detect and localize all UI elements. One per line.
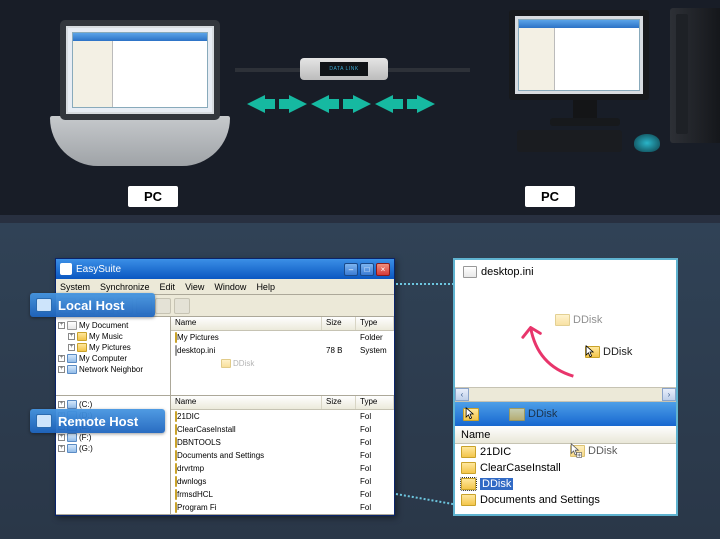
folder-icon [509, 408, 525, 421]
local-host-callout: Local Host [30, 293, 155, 317]
file-row[interactable]: Documents and SettingsFol [171, 449, 394, 462]
file-row[interactable]: frmsdHCLFol [171, 488, 394, 501]
folder-icon [175, 424, 177, 435]
drag-ghost: DDisk [570, 445, 617, 457]
folder-icon [461, 446, 476, 458]
menu-view[interactable]: View [185, 282, 204, 292]
col-type[interactable]: Type [356, 396, 394, 409]
col-name[interactable]: Name [171, 317, 322, 330]
local-host-panel: +My Document +My Music +My Pictures +My … [56, 317, 394, 396]
minimize-button[interactable]: – [344, 263, 358, 276]
connector-line [396, 283, 454, 285]
connector-label: DATA LINK [320, 62, 368, 76]
ini-file-icon [463, 266, 477, 278]
folder-icon [221, 359, 231, 368]
monitor-icon [36, 414, 52, 428]
file-row[interactable]: dwnlogsFol [171, 475, 394, 488]
tool-button[interactable] [174, 298, 190, 314]
desktop-pc [509, 10, 660, 154]
folder-icon [77, 343, 87, 352]
cursor-icon [465, 407, 475, 421]
menu-help[interactable]: Help [256, 282, 275, 292]
file-row[interactable]: 21DICFol [171, 410, 394, 423]
source-file-list[interactable]: Name 21DIC DDisk ClearCaseInstall DDisk … [455, 426, 676, 508]
drop-target-area[interactable]: DDisk DDisk ‹ › [455, 284, 676, 402]
section-divider [0, 215, 720, 223]
zoom-detail-panel: desktop.ini DDisk DDisk ‹ › DDisk [453, 258, 678, 516]
laptop [60, 20, 230, 166]
maximize-button[interactable]: □ [360, 263, 374, 276]
cursor-copy-icon [570, 443, 582, 459]
menu-system[interactable]: System [60, 282, 90, 292]
col-type[interactable]: Type [356, 317, 394, 330]
col-name[interactable]: Name [171, 396, 322, 409]
folder-icon [175, 463, 177, 474]
folder-icon [77, 332, 87, 341]
col-size[interactable]: Size [322, 317, 356, 330]
drag-ghost: DDisk [585, 346, 632, 358]
drag-arrow-icon [513, 312, 591, 382]
document-icon [67, 321, 77, 330]
drag-ghost: DDisk [221, 359, 254, 368]
connector-line [396, 493, 453, 505]
drive-icon [67, 433, 77, 442]
desktop-ini-row[interactable]: desktop.ini [455, 260, 676, 284]
local-tree[interactable]: +My Document +My Music +My Pictures +My … [56, 317, 171, 395]
pc-label-right: PC [525, 186, 575, 207]
pc-to-pc-diagram: DATA LINK PC PC [0, 0, 720, 215]
folder-icon [461, 494, 476, 506]
transfer-arrows [247, 95, 435, 113]
remote-file-list[interactable]: Name Size Type 21DICFol ClearCaseInstall… [171, 396, 394, 514]
screenshot-showcase: Local Host Remote Host EasySuite – □ × S… [0, 223, 720, 539]
window-titlebar[interactable]: EasySuite – □ × [56, 259, 394, 279]
folder-icon [175, 489, 177, 500]
data-link-connector: DATA LINK [300, 58, 388, 80]
col-size[interactable]: Size [322, 396, 356, 409]
monitor-icon [36, 298, 52, 312]
window-title: EasySuite [76, 264, 121, 275]
menu-edit[interactable]: Edit [160, 282, 176, 292]
remote-host-callout: Remote Host [30, 409, 165, 433]
file-row[interactable]: DBNTOOLSFol [171, 436, 394, 449]
remote-host-text: Remote Host [58, 414, 138, 429]
drive-icon [67, 444, 77, 453]
file-row[interactable]: 21DIC DDisk [455, 444, 676, 460]
col-name[interactable]: Name [455, 426, 676, 444]
file-row[interactable]: My PicturesFolder [171, 331, 394, 344]
file-row[interactable]: desktop.ini78 BSystem [171, 344, 394, 357]
app-icon [60, 263, 72, 275]
pc-label-left: PC [128, 186, 178, 207]
folder-icon [461, 478, 476, 490]
file-row[interactable]: ClearCaseInstall [455, 460, 676, 476]
desktop-ini-label: desktop.ini [481, 266, 534, 278]
tool-button[interactable] [155, 298, 171, 314]
scroll-right-button[interactable]: › [662, 388, 676, 401]
folder-icon [175, 437, 177, 448]
folder-icon [175, 502, 177, 513]
scrollbar[interactable]: ‹ › [455, 387, 676, 401]
file-row-selected[interactable]: DDisk [455, 476, 676, 492]
selection-bar[interactable]: DDisk [455, 402, 676, 426]
file-row[interactable]: ClearCaseInstallFol [171, 423, 394, 436]
close-button[interactable]: × [376, 263, 390, 276]
folder-icon [175, 411, 177, 422]
drive-icon [67, 400, 77, 409]
menu-sync[interactable]: Synchronize [100, 282, 150, 292]
folder-icon [175, 450, 177, 461]
folder-icon [175, 476, 177, 487]
computer-icon [67, 354, 77, 363]
network-icon [67, 365, 77, 374]
local-host-text: Local Host [58, 298, 124, 313]
menu-window[interactable]: Window [214, 282, 246, 292]
file-row[interactable]: Documents and Settings [455, 492, 676, 508]
file-row[interactable]: drvrtmpFol [171, 462, 394, 475]
scroll-left-button[interactable]: ‹ [455, 388, 469, 401]
file-row[interactable]: Program FiFol [171, 501, 394, 514]
folder-icon [461, 462, 476, 474]
local-file-list[interactable]: Name Size Type My PicturesFolder desktop… [171, 317, 394, 395]
drag-ghost: DDisk [509, 408, 557, 421]
